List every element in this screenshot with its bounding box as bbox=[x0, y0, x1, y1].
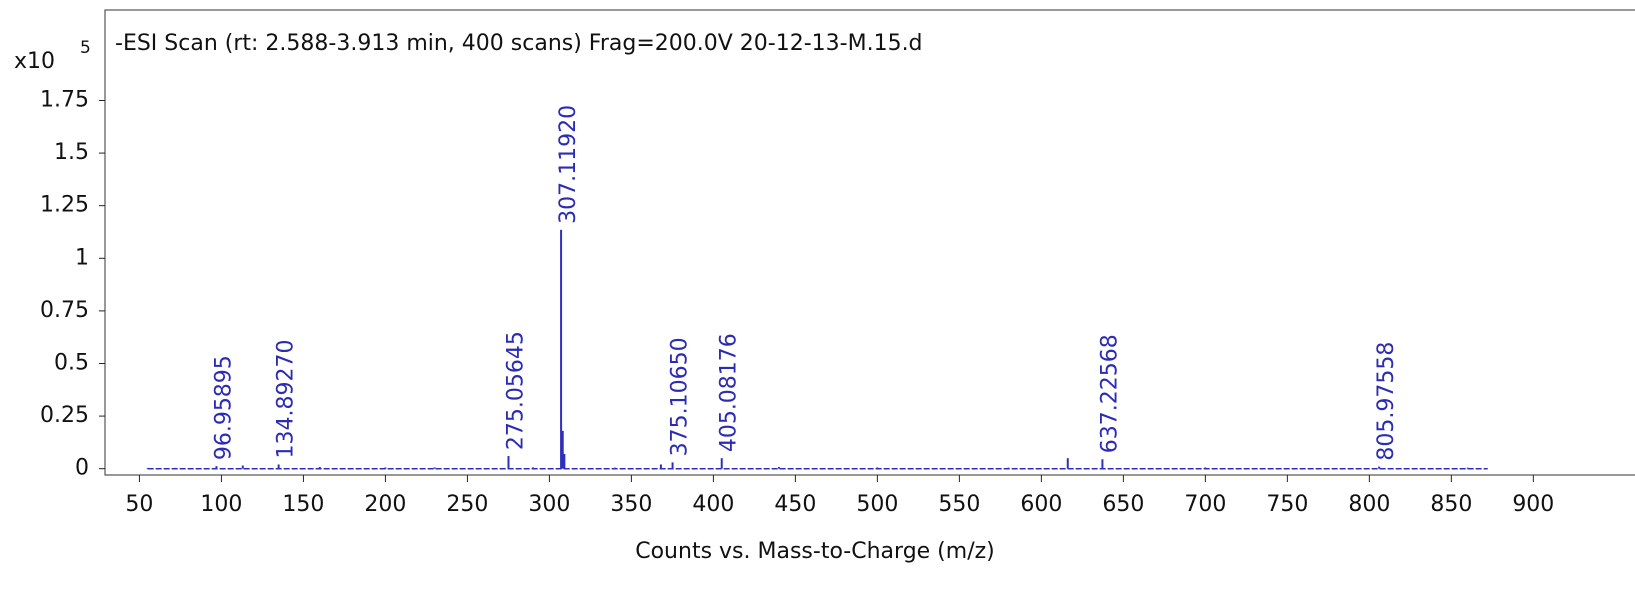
x-tick-label: 150 bbox=[282, 492, 324, 517]
peak-label: 96.95895 bbox=[211, 355, 236, 460]
x-tick-label: 350 bbox=[610, 492, 652, 517]
y-tick-label: 1.75 bbox=[40, 87, 89, 112]
x-tick-label: 550 bbox=[938, 492, 980, 517]
plot-frame bbox=[104, 9, 1635, 476]
x-tick-label: 400 bbox=[692, 492, 734, 517]
peak-label: 275.05645 bbox=[504, 331, 529, 450]
x-tick-label: 750 bbox=[1266, 492, 1308, 517]
x-tick-label: 100 bbox=[200, 492, 242, 517]
y-tick-label: 0.5 bbox=[54, 350, 89, 375]
x-tick-label: 900 bbox=[1512, 492, 1554, 517]
x-tick-label: 250 bbox=[446, 492, 488, 517]
x-tick-label: 600 bbox=[1020, 492, 1062, 517]
y-tick-label: 1.25 bbox=[40, 193, 89, 218]
x-tick-label: 450 bbox=[774, 492, 816, 517]
peak-label: 637.22568 bbox=[1097, 334, 1122, 453]
x-tick-label: 800 bbox=[1348, 492, 1390, 517]
x-tick-label: 300 bbox=[528, 492, 570, 517]
y-tick-label: 0.75 bbox=[40, 298, 89, 323]
peak-label: 307.11920 bbox=[556, 105, 581, 224]
y-tick-label: 1 bbox=[75, 245, 89, 270]
y-multiplier: x10 bbox=[14, 49, 55, 74]
y-tick-label: 0.25 bbox=[40, 403, 89, 428]
peak-label: 134.89270 bbox=[274, 339, 299, 458]
x-tick-label: 200 bbox=[364, 492, 406, 517]
x-tick-label: 50 bbox=[125, 492, 153, 517]
peak-label: 805.97558 bbox=[1374, 342, 1399, 461]
x-tick-label: 650 bbox=[1102, 492, 1144, 517]
peak-label: 405.08176 bbox=[717, 333, 742, 452]
x-tick-label: 850 bbox=[1430, 492, 1472, 517]
x-tick-label: 500 bbox=[856, 492, 898, 517]
x-axis-label: Counts vs. Mass-to-Charge (m/z) bbox=[635, 539, 995, 564]
peak-label: 375.10650 bbox=[668, 337, 693, 456]
y-tick-label: 1.5 bbox=[54, 140, 89, 165]
y-tick-label: 0 bbox=[75, 456, 89, 481]
chart-title: -ESI Scan (rt: 2.588-3.913 min, 400 scan… bbox=[115, 31, 923, 56]
y-exponent: 5 bbox=[80, 38, 91, 58]
x-tick-label: 700 bbox=[1184, 492, 1226, 517]
